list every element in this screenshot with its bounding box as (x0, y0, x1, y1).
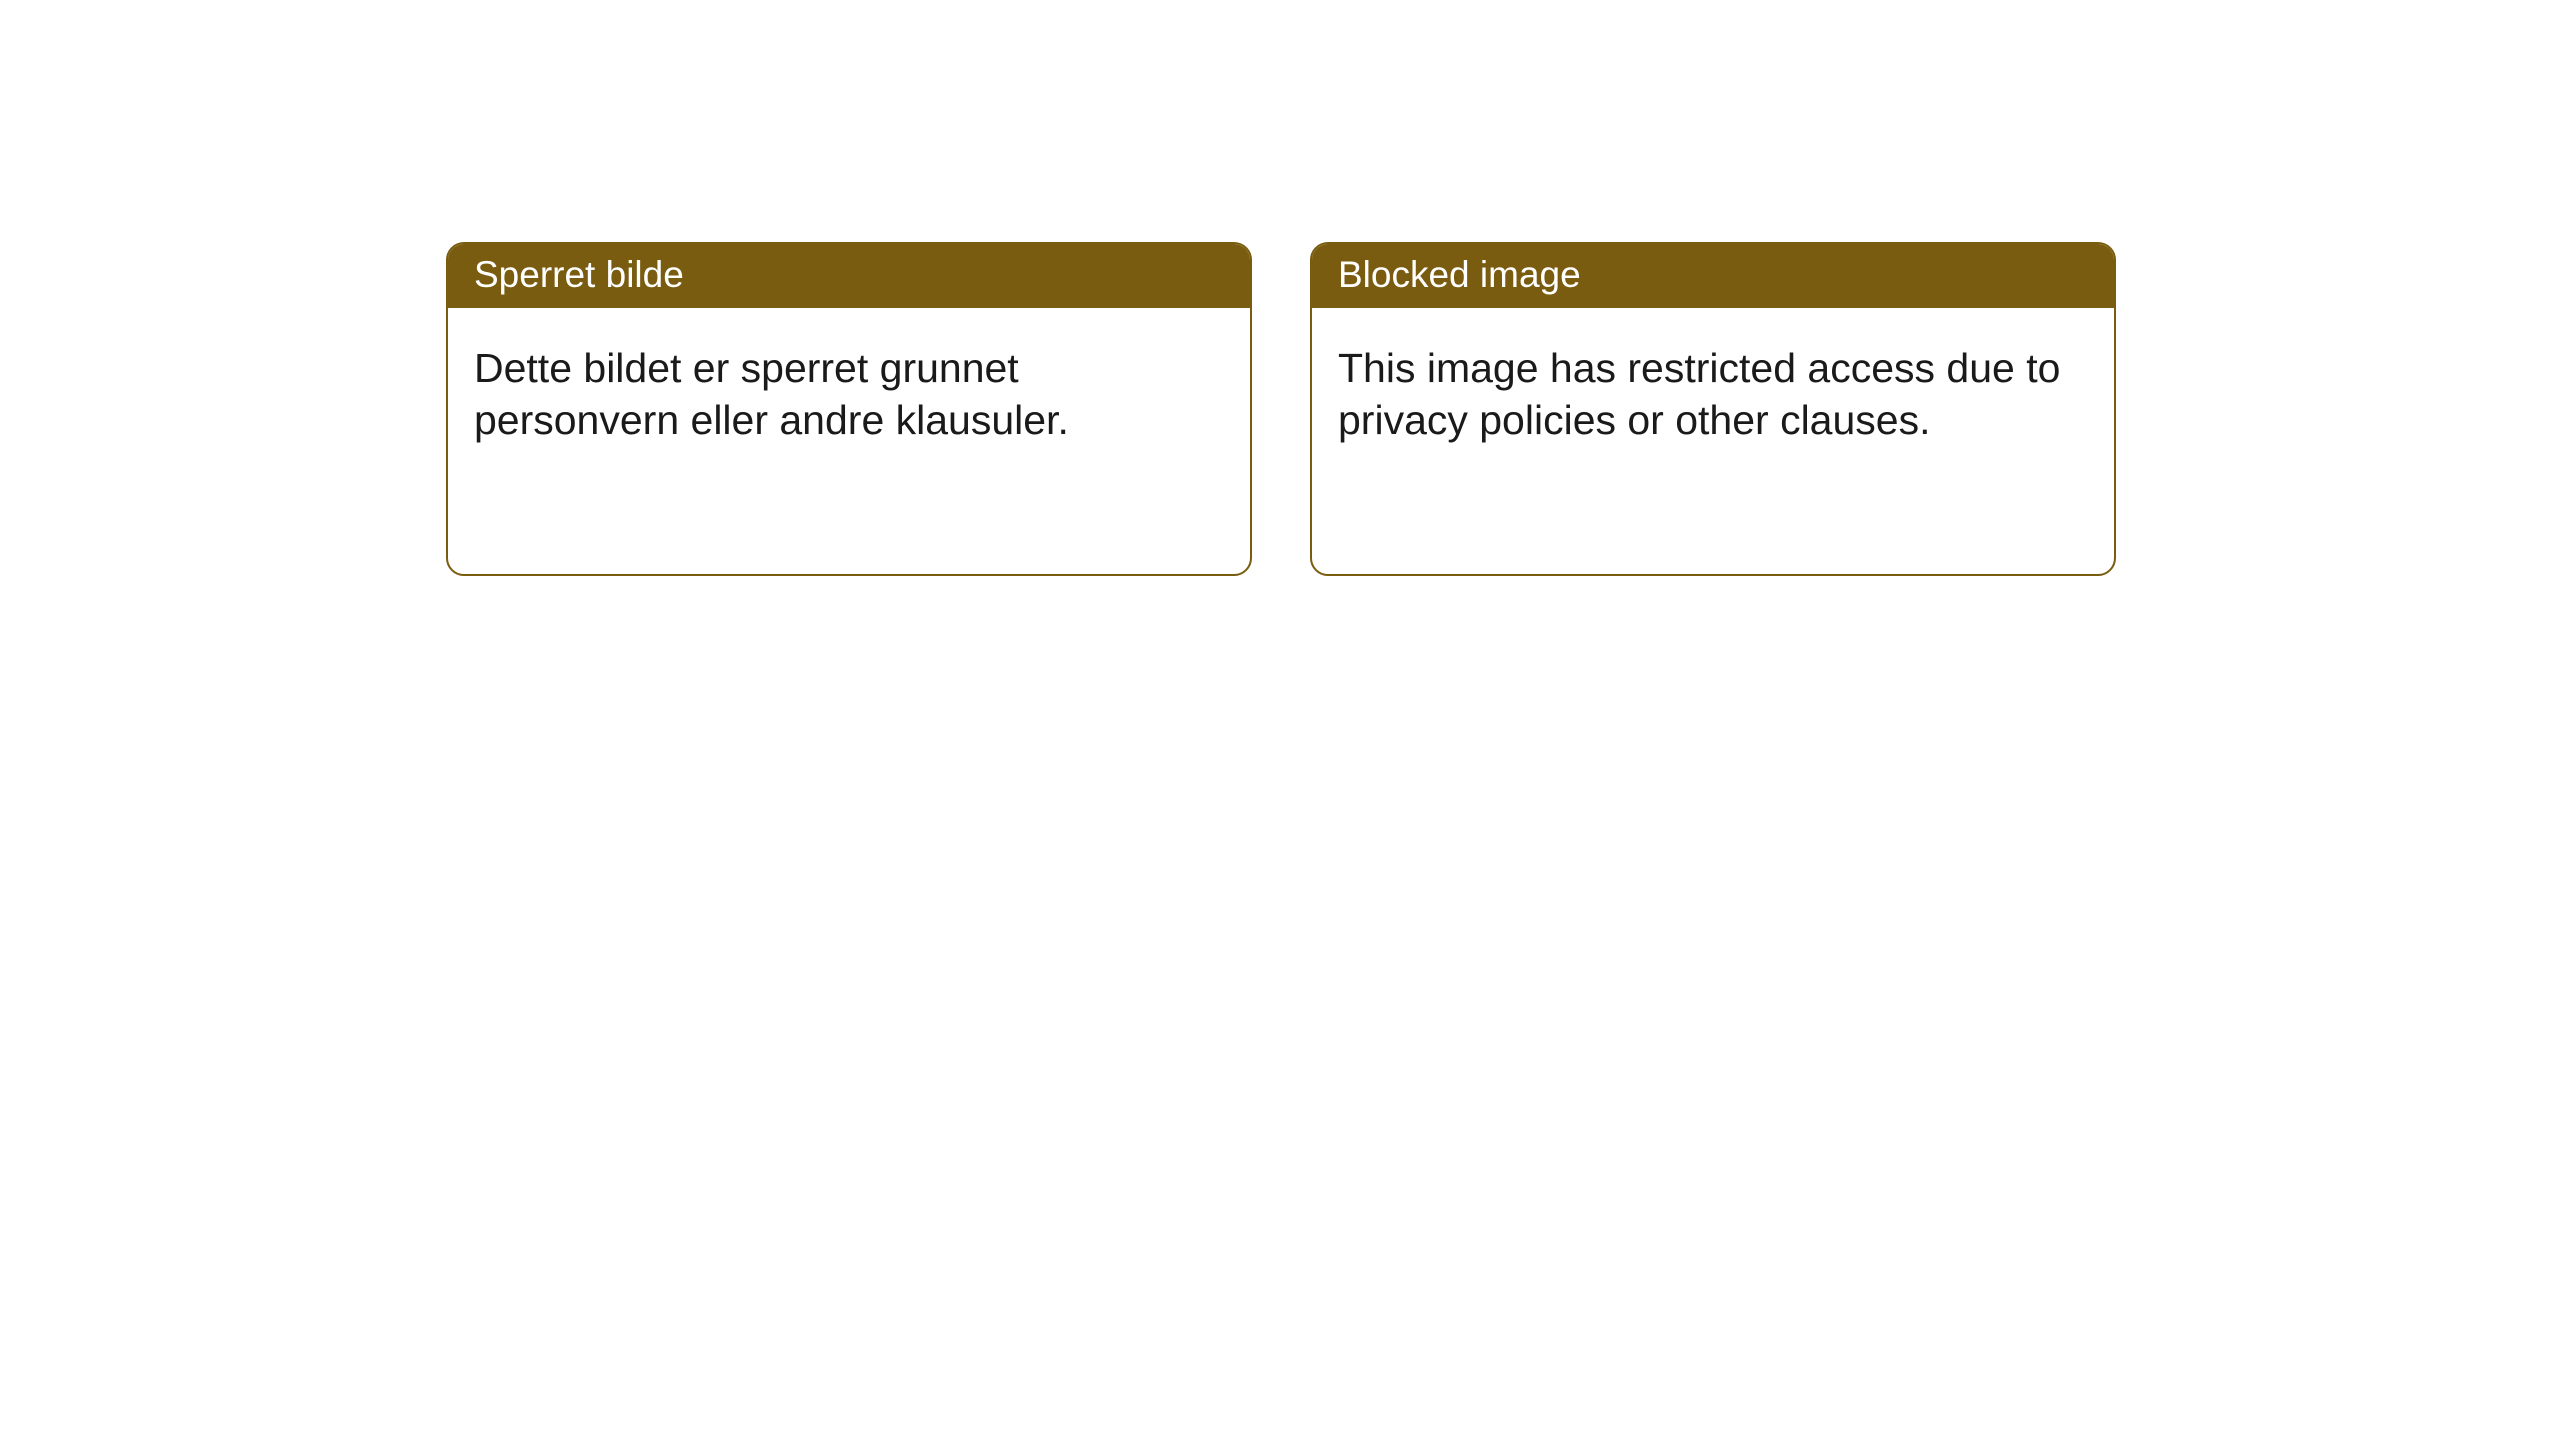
notice-header-en: Blocked image (1312, 244, 2114, 308)
notice-card-en: Blocked image This image has restricted … (1310, 242, 2116, 576)
notice-body-en: This image has restricted access due to … (1312, 308, 2114, 481)
notice-header-no: Sperret bilde (448, 244, 1250, 308)
notice-card-no: Sperret bilde Dette bildet er sperret gr… (446, 242, 1252, 576)
notice-body-no: Dette bildet er sperret grunnet personve… (448, 308, 1250, 481)
notice-container: Sperret bilde Dette bildet er sperret gr… (446, 242, 2116, 576)
